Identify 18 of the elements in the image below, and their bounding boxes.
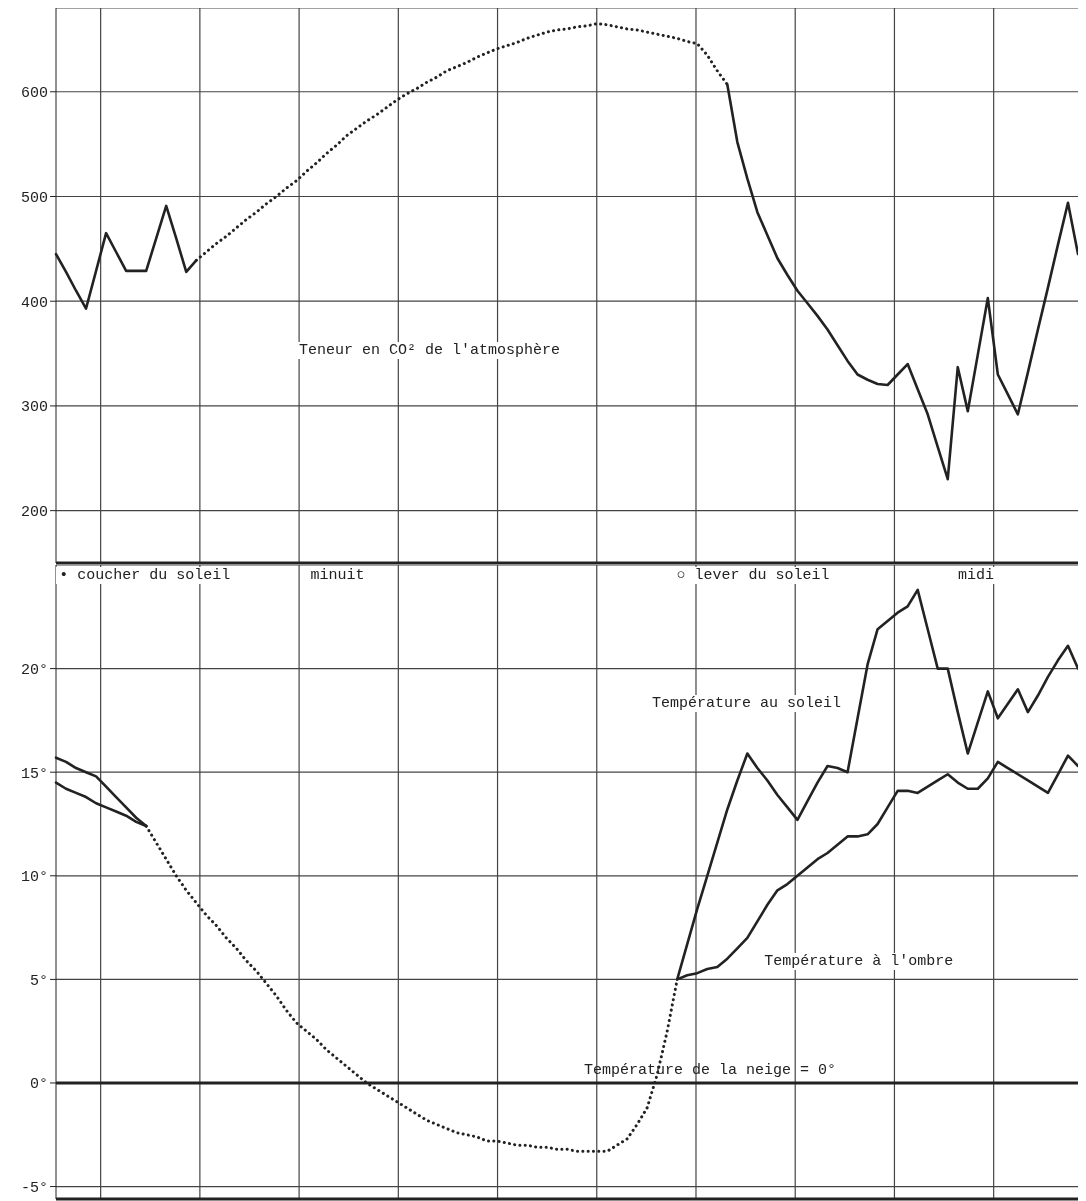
- y-tick-label: 300: [20, 399, 48, 417]
- series-label: Température au soleil: [650, 695, 844, 713]
- y-tick-label: 15°: [20, 765, 48, 783]
- series-label: Température à l'ombre: [762, 952, 956, 970]
- annotation: ○ lever du soleil: [673, 566, 833, 584]
- y-tick-label: 400: [20, 294, 48, 312]
- annotation: • coucher du soleil: [56, 566, 234, 584]
- annotation: midi: [954, 566, 997, 584]
- y-tick-label: 0°: [29, 1076, 48, 1094]
- y-tick-label: 500: [20, 189, 48, 207]
- y-tick-label: 10°: [20, 869, 48, 887]
- text: Teneur en CO² de l'atmosphère: [296, 342, 562, 360]
- y-tick-label: 200: [20, 503, 48, 521]
- y-tick-label: -5°: [20, 1179, 48, 1197]
- y-tick-label: 600: [20, 85, 48, 103]
- annotation: minuit: [307, 566, 368, 584]
- y-tick-label: 5°: [29, 972, 48, 990]
- y-tick-label: 20°: [20, 661, 48, 679]
